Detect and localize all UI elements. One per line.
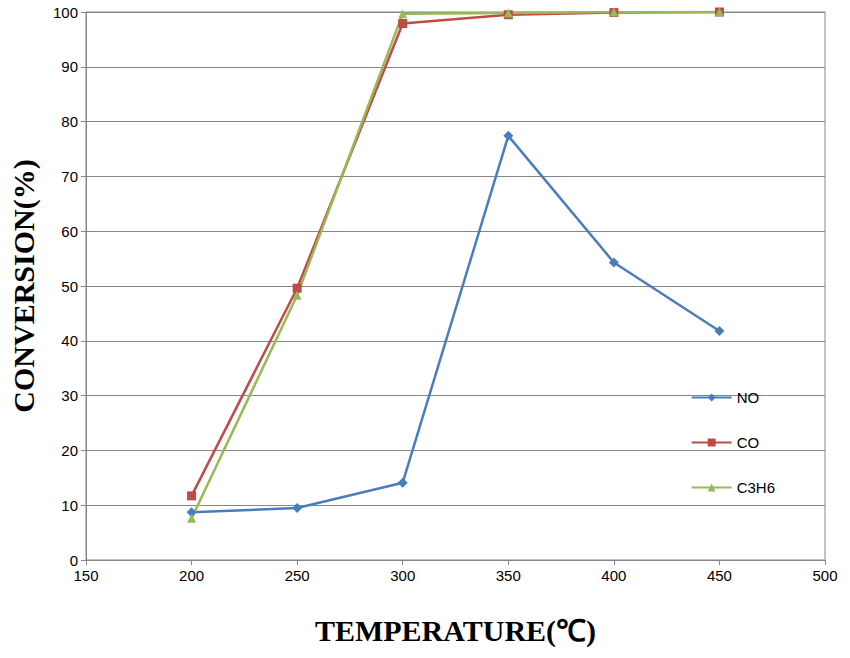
svg-text:C3H6: C3H6 (737, 479, 775, 496)
svg-text:300: 300 (390, 567, 415, 584)
svg-text:250: 250 (285, 567, 310, 584)
svg-text:80: 80 (61, 113, 78, 130)
svg-text:150: 150 (73, 567, 98, 584)
svg-text:0: 0 (70, 552, 78, 569)
svg-text:200: 200 (179, 567, 204, 584)
svg-text:90: 90 (61, 58, 78, 75)
svg-text:20: 20 (61, 442, 78, 459)
svg-text:50: 50 (61, 278, 78, 295)
svg-text:100: 100 (53, 4, 78, 21)
svg-text:400: 400 (601, 567, 626, 584)
svg-text:500: 500 (812, 567, 837, 584)
svg-text:CO: CO (737, 434, 760, 451)
svg-text:30: 30 (61, 387, 78, 404)
svg-text:450: 450 (707, 567, 732, 584)
svg-text:10: 10 (61, 497, 78, 514)
svg-text:CONVERSION(%): CONVERSION(%) (7, 159, 41, 412)
svg-text:60: 60 (61, 223, 78, 240)
svg-text:TEMPERATURE(℃): TEMPERATURE(℃) (315, 614, 596, 648)
svg-text:NO: NO (737, 389, 760, 406)
svg-text:350: 350 (496, 567, 521, 584)
svg-text:40: 40 (61, 332, 78, 349)
svg-text:70: 70 (61, 168, 78, 185)
